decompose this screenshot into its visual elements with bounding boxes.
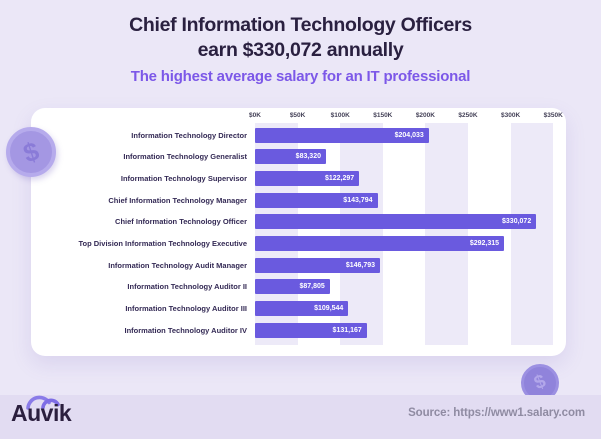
- category-label: Information Technology Auditor IV: [124, 325, 248, 335]
- bar: $292,315: [255, 236, 505, 251]
- value-label: $204,033: [394, 131, 424, 139]
- value-label: $292,315: [469, 240, 500, 247]
- bar: $83,320: [255, 149, 326, 165]
- bar: $131,167: [255, 322, 367, 338]
- axis-tick-label: $300K: [501, 112, 521, 119]
- header: Chief Information Technology Officers ea…: [0, 13, 601, 85]
- value-label: $109,544: [314, 305, 344, 313]
- value-label: $87,805: [299, 283, 325, 291]
- source-text: Source: https://www1.salary.com: [408, 407, 585, 419]
- dollar-coin-icon: $: [6, 127, 56, 177]
- auvik-arcs-icon: [26, 395, 60, 410]
- grid-band: [425, 123, 468, 345]
- title-line-2: earn $330,072 annually: [197, 39, 404, 61]
- auvik-logo: Auvik: [11, 392, 101, 432]
- footer-strip: [0, 395, 601, 439]
- bar: $143,794: [255, 192, 378, 208]
- axis-tick-label: $200K: [415, 112, 435, 119]
- value-label: $83,320: [295, 153, 321, 161]
- axis-tick-label: $150K: [373, 112, 393, 119]
- bar: $122,297: [255, 170, 360, 186]
- category-label: Top Division Information Technology Exec…: [78, 239, 248, 248]
- bar: $330,072: [255, 214, 537, 230]
- category-label: Information Technology Audit Manager: [108, 260, 247, 270]
- axis-tick-label: $100K: [330, 112, 350, 119]
- bar: $146,793: [255, 257, 381, 273]
- value-label: $330,072: [502, 218, 532, 226]
- value-label: $131,167: [332, 326, 362, 334]
- bar: $204,033: [255, 127, 429, 143]
- category-label: Information Technology Auditor II: [127, 282, 247, 292]
- axis-tick-label: $50K: [289, 112, 306, 119]
- bar: $87,805: [255, 279, 330, 295]
- grid-band: [510, 123, 554, 345]
- value-label: $146,793: [345, 261, 376, 269]
- category-label: Information Technology Generalist: [123, 152, 247, 162]
- category-label: Chief Information Technology Manager: [108, 195, 247, 205]
- value-label: $143,794: [343, 196, 373, 204]
- bar: $109,544: [255, 301, 349, 317]
- axis-tick-label: $350K: [543, 112, 563, 119]
- dollar-sign-icon: $: [19, 135, 43, 169]
- page-subtitle: The highest average salary for an IT pro…: [130, 68, 471, 85]
- title-line-1: Chief Information Technology Officers: [129, 14, 472, 36]
- chart-card: $0K $50K $100K $150K $200K $250K $300K $350K In…: [31, 108, 566, 356]
- category-label: Information Technology Auditor III: [125, 304, 247, 314]
- value-label: $122,297: [324, 174, 355, 182]
- category-label: Information Technology Director: [131, 130, 247, 140]
- dollar-sign-icon: $: [530, 370, 549, 395]
- category-label: Information Technology Supervisor: [120, 173, 247, 183]
- axis-tick-label: $250K: [458, 112, 478, 119]
- auvik-logo-text: Auvik: [11, 400, 72, 426]
- page-title: Chief Information Technology Officers ea…: [0, 13, 601, 63]
- axis-tick-label: $0K: [249, 112, 261, 119]
- category-label: Chief Information Technology Officer: [115, 217, 247, 227]
